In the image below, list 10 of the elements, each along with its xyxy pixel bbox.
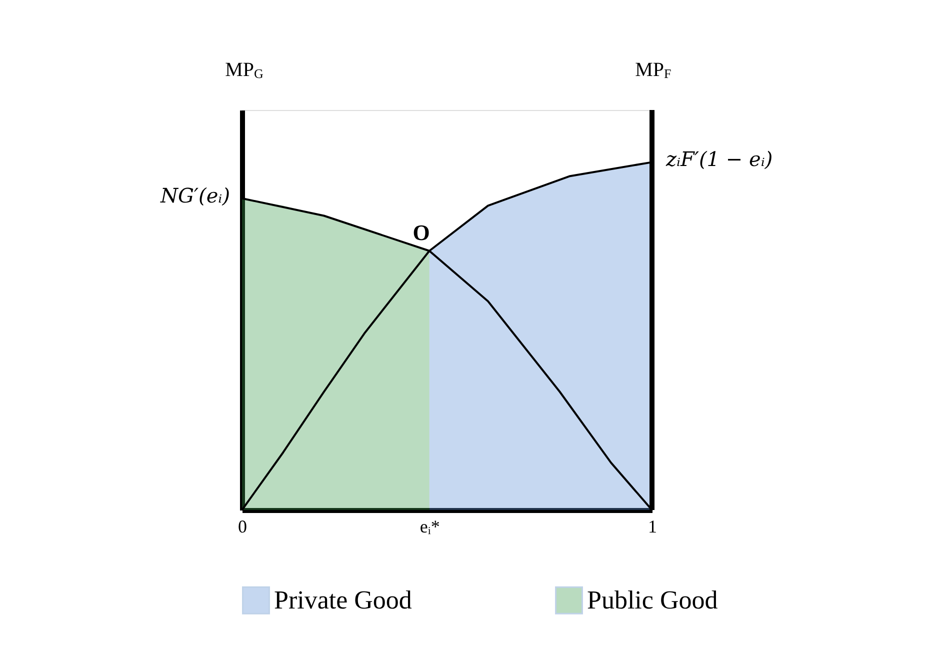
y2-axis-title: MPF bbox=[635, 59, 672, 81]
y-axis-title: MPG bbox=[225, 59, 264, 81]
x-tick-label: eᵢ* bbox=[420, 516, 440, 536]
legend-label: Public Good bbox=[587, 585, 718, 614]
x-tick-label: 1 bbox=[648, 516, 657, 536]
series-label: zᵢF′(1 − eᵢ) bbox=[665, 147, 773, 172]
annotation: O bbox=[412, 220, 430, 245]
series-label: NG′(eᵢ) bbox=[160, 183, 230, 208]
legend-label: Private Good bbox=[274, 585, 412, 614]
x-tick-label: 0 bbox=[238, 516, 247, 536]
